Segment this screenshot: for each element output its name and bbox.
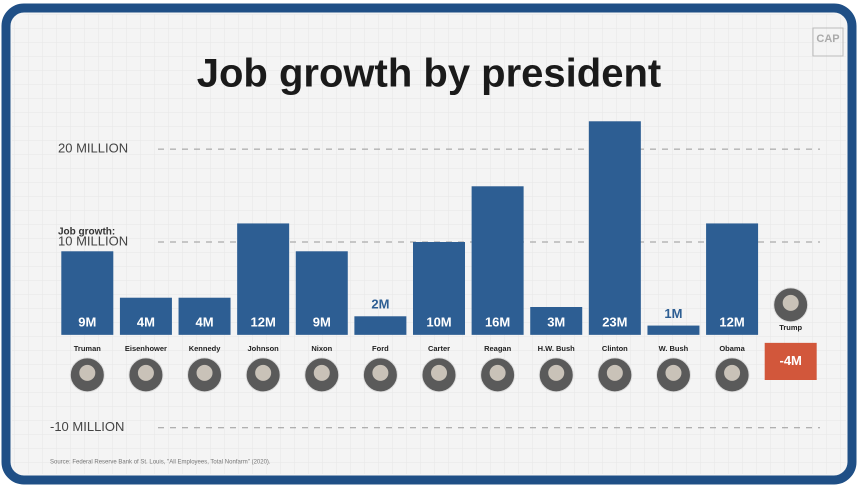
value-label: 2M (371, 297, 389, 312)
x-tick-label: Truman (74, 344, 102, 353)
portrait-face (606, 364, 623, 381)
y-tick-label: 20 MILLION (58, 141, 128, 156)
portrait-face (489, 364, 506, 381)
bar (413, 242, 465, 335)
portrait-face (431, 364, 447, 381)
x-tick-label: Carter (428, 344, 450, 353)
bar (295, 251, 348, 335)
bar (178, 297, 231, 335)
portrait-face (196, 364, 213, 381)
bar (119, 297, 172, 335)
portrait-face (137, 364, 154, 381)
value-label: 12M (719, 314, 744, 329)
source: Source: Federal Reserve Bank of St. Loui… (50, 460, 271, 466)
portrait-face (548, 364, 565, 381)
bar (61, 251, 114, 335)
value-label: 12M (251, 314, 276, 329)
x-tick-label: H.W. Bush (538, 344, 576, 353)
x-tick-label: Trump (779, 323, 802, 332)
x-tick-label: Johnson (248, 344, 280, 353)
value-label: 9M (78, 314, 96, 329)
portrait-face (665, 364, 682, 381)
value-label: 16M (485, 314, 510, 329)
x-tick-label: Obama (719, 344, 745, 353)
portrait-face (724, 364, 741, 381)
x-tick-label: Reagan (484, 344, 512, 353)
logo: CAP (816, 33, 839, 45)
bar (706, 223, 759, 335)
y-tick-label: -10 MILLION (50, 419, 124, 434)
portrait-face (372, 364, 389, 381)
y-axis-label: Job growth: (58, 227, 115, 238)
bar (588, 121, 641, 335)
chart-title: Job growth by president (197, 52, 661, 96)
bar (530, 307, 583, 335)
x-tick-label: Nixon (311, 344, 332, 353)
x-tick-label: Kennedy (189, 344, 222, 353)
bar (471, 186, 524, 335)
bar (764, 342, 817, 380)
value-label: 10M (426, 314, 451, 329)
value-label: 1M (664, 306, 682, 321)
y-tick-label: 10 MILLION (58, 233, 128, 248)
logo-box (812, 27, 844, 57)
portrait-face (79, 364, 96, 381)
bar (647, 325, 700, 335)
bar (354, 316, 407, 335)
value-label: 4M (196, 314, 214, 329)
value-label: 4M (137, 314, 155, 329)
value-label: 9M (313, 314, 331, 329)
value-label: -4M (779, 353, 801, 368)
bar (237, 223, 290, 335)
portrait-face (782, 294, 799, 311)
value-label: 3M (547, 314, 565, 329)
x-tick-label: Eisenhower (125, 344, 167, 353)
x-tick-label: Ford (372, 344, 389, 353)
x-tick-label: W. Bush (659, 344, 689, 353)
portrait-face (313, 364, 330, 381)
portrait-face (255, 364, 272, 381)
x-tick-label: Clinton (602, 344, 628, 353)
value-label: 23M (602, 314, 627, 329)
